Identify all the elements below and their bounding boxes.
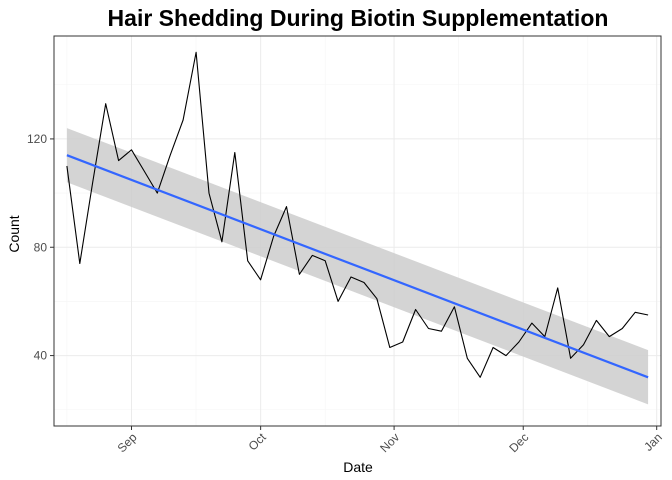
x-axis-title: Date	[343, 459, 373, 475]
x-tick-label: Jan	[641, 430, 665, 454]
y-tick-label: 40	[34, 349, 48, 363]
series-layer	[66, 51, 649, 379]
x-tick-label: Nov	[377, 430, 402, 455]
panel-border	[53, 35, 662, 427]
y-tick-label: 120	[27, 132, 47, 146]
y-tick-label: 80	[34, 240, 48, 254]
x-tick-label: Oct	[246, 430, 270, 454]
x-tick-label: Sep	[115, 430, 140, 455]
data-series-line	[66, 51, 649, 378]
x-tick-label: Dec	[506, 430, 531, 455]
chart-title: Hair Shedding During Biotin Supplementat…	[108, 5, 609, 31]
trend-line	[66, 154, 649, 379]
y-axis: 40 80 120	[27, 132, 54, 363]
y-axis-title: Count	[6, 215, 22, 252]
x-axis: Sep Oct Nov Dec Jan	[115, 426, 665, 455]
